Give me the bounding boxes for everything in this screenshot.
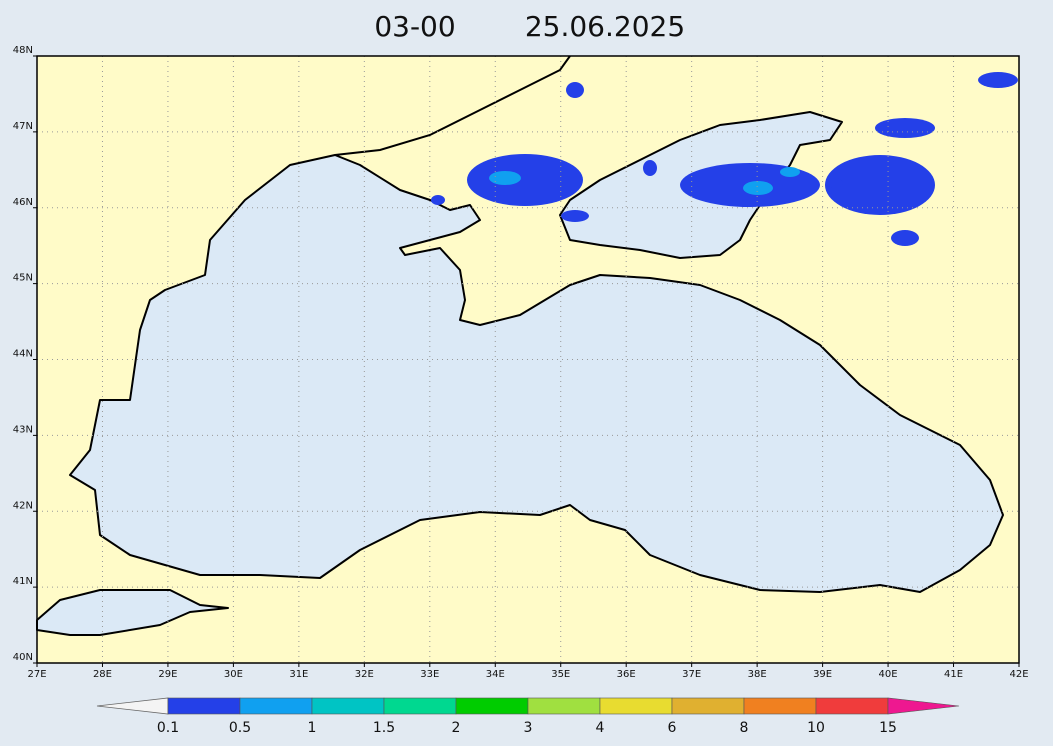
x-tick-label: 39E — [813, 669, 832, 680]
colorbar: 0.1 0.5 1 1.5 2 3 4 6 8 10 15 — [96, 697, 960, 736]
colorbar-extend-high — [887, 697, 960, 715]
precipitation-light — [489, 167, 800, 195]
precip-area — [875, 118, 935, 138]
y-tick-label: 46N — [13, 197, 33, 208]
x-tick-label: 34E — [486, 669, 505, 680]
colorbar-label: 0.1 — [157, 720, 179, 736]
x-tick-label: 33E — [420, 669, 439, 680]
x-tick-label: 28E — [93, 669, 112, 680]
colorbar-segment — [455, 697, 529, 715]
coast-north — [334, 55, 571, 156]
map-date: 25.06.2025 — [525, 10, 685, 43]
colorbar-segment — [599, 697, 673, 715]
precip-area — [467, 154, 583, 206]
colorbar-segment — [743, 697, 817, 715]
precip-area — [561, 210, 589, 222]
y-tick-label: 40N — [13, 652, 33, 663]
precip-area — [643, 160, 657, 176]
colorbar-segment — [815, 697, 889, 715]
colorbar-segment — [527, 697, 601, 715]
y-tick-label: 41N — [13, 576, 33, 587]
x-tick-label: 27E — [27, 669, 46, 680]
precip-area — [891, 230, 919, 246]
precip-area — [431, 195, 445, 205]
precip-area — [978, 72, 1018, 88]
colorbar-label: 2 — [452, 720, 461, 736]
colorbar-label: 4 — [596, 720, 605, 736]
y-tick-label: 47N — [13, 121, 33, 132]
x-tick-label: 42E — [1009, 669, 1028, 680]
x-tick-label: 37E — [682, 669, 701, 680]
colorbar-label: 1 — [308, 720, 317, 736]
x-tick-label: 29E — [158, 669, 177, 680]
x-tick-label: 41E — [944, 669, 963, 680]
colorbar-label: 3 — [524, 720, 533, 736]
colorbar-segment — [671, 697, 745, 715]
colorbar-label: 1.5 — [373, 720, 395, 736]
precip-area — [780, 167, 800, 177]
precip-area — [827, 178, 843, 188]
x-tick-label: 30E — [224, 669, 243, 680]
sea-of-marmara — [36, 589, 229, 636]
tick-labels: 27E 28E 29E 30E 31E 32E 33E 34E 35E 36E 37E 38E 39E 4… — [13, 45, 1029, 680]
colorbar-segment — [383, 697, 457, 715]
precip-area — [743, 181, 773, 195]
map-area — [36, 55, 1020, 664]
y-tick-label: 43N — [13, 424, 33, 435]
colorbar-label: 0.5 — [229, 720, 251, 736]
x-tick-label: 38E — [748, 669, 767, 680]
x-tick-label: 32E — [355, 669, 374, 680]
precip-area — [825, 155, 935, 215]
y-tick-label: 44N — [13, 349, 33, 360]
colorbar-segment — [311, 697, 385, 715]
y-tick-label: 45N — [13, 273, 33, 284]
colorbar-label: 8 — [740, 720, 749, 736]
map-title: 03-00 — [374, 10, 455, 43]
x-tick-label: 31E — [289, 669, 308, 680]
colorbar-label: 10 — [807, 720, 825, 736]
colorbar-segment — [167, 697, 241, 715]
y-tick-label: 42N — [13, 500, 33, 511]
colorbar-label: 6 — [668, 720, 677, 736]
precip-area — [489, 171, 521, 185]
colorbar-label: 15 — [879, 720, 897, 736]
y-tick-label: 48N — [13, 45, 33, 56]
x-tick-label: 36E — [617, 669, 636, 680]
x-tick-label: 35E — [551, 669, 570, 680]
colorbar-segment — [239, 697, 313, 715]
x-tick-label: 40E — [879, 669, 898, 680]
precip-area — [566, 82, 584, 98]
